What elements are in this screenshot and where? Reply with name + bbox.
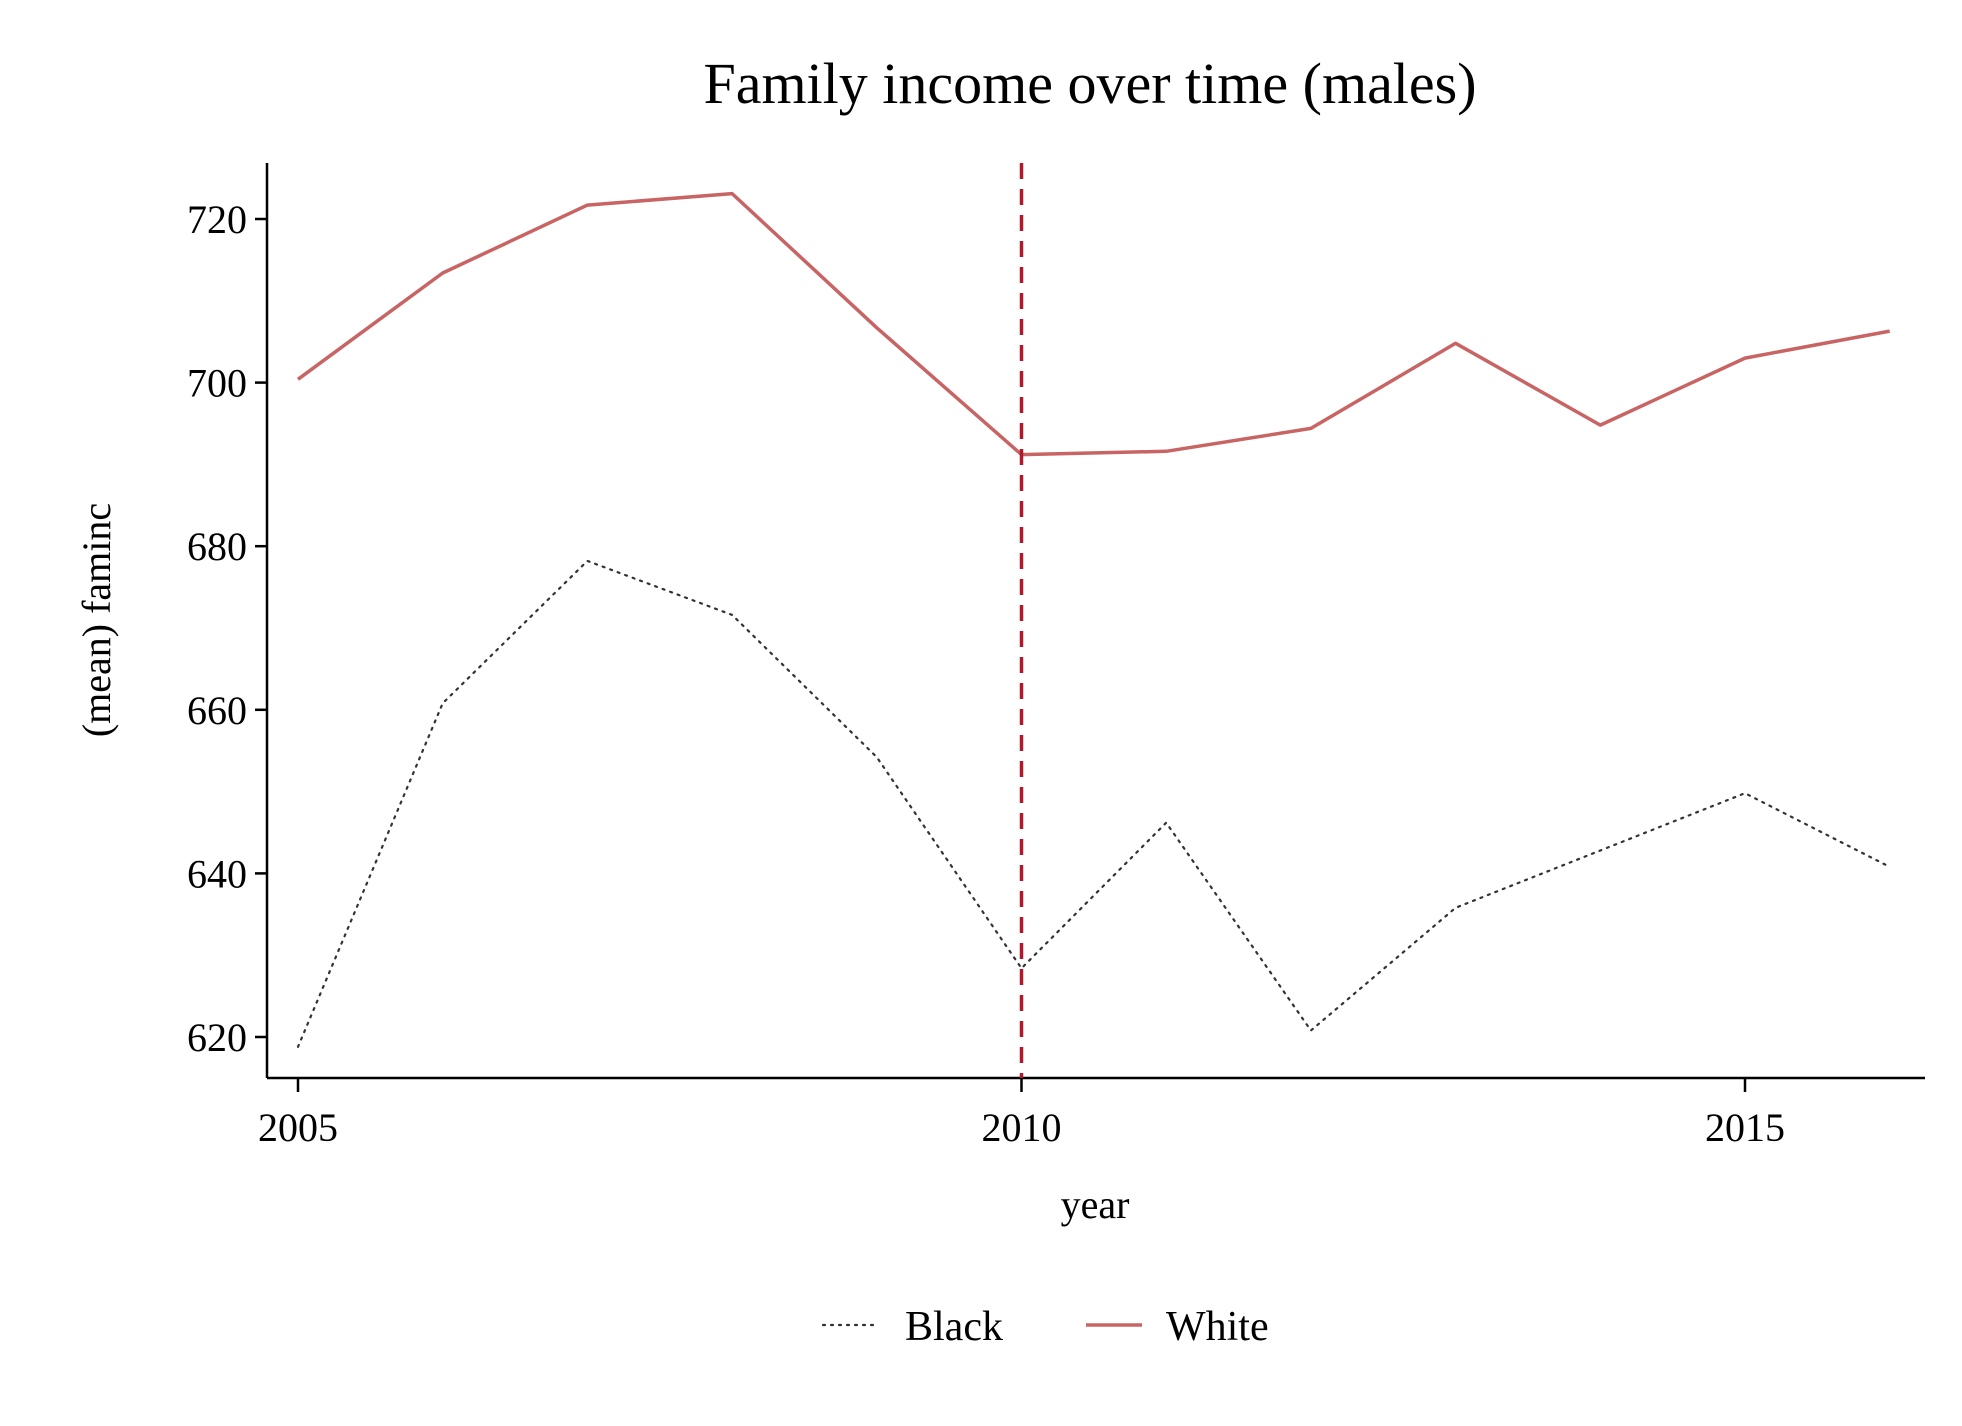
- y-tick-label: 720: [187, 197, 247, 242]
- y-tick-label: 620: [187, 1015, 247, 1060]
- chart-title: Family income over time (males): [703, 51, 1476, 116]
- x-tick-label: 2010: [982, 1105, 1062, 1150]
- x-axis-ticks: 2005 2010 2015: [258, 1078, 1785, 1150]
- y-tick-label: 700: [187, 361, 247, 406]
- y-tick-label: 640: [187, 851, 247, 896]
- series-line-white: [296, 191, 1891, 457]
- x-tick-label: 2005: [258, 1105, 338, 1150]
- legend: Black White: [821, 1304, 1269, 1350]
- legend-label-white: White: [1166, 1304, 1269, 1350]
- x-axis-title: year: [1061, 1182, 1130, 1227]
- x-tick-label: 2015: [1705, 1105, 1785, 1150]
- y-tick-label: 660: [187, 688, 247, 733]
- plot-area: [296, 163, 1891, 1078]
- series-line-black: [296, 559, 1891, 1048]
- y-axis-title: (mean) faminc: [74, 503, 119, 737]
- legend-label-black: Black: [905, 1304, 1003, 1350]
- y-tick-label: 680: [187, 524, 247, 569]
- y-axis-ticks: 620 640 660 680 700 720: [187, 197, 267, 1060]
